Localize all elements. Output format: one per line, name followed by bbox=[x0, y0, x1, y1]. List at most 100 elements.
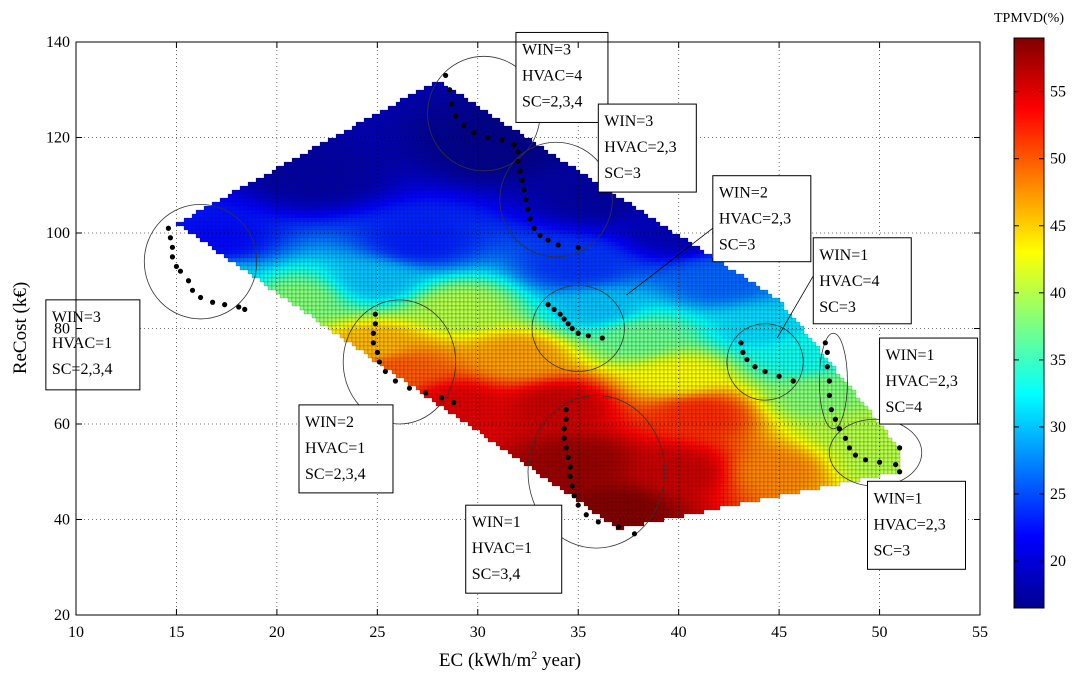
heatmap-cell bbox=[499, 253, 505, 259]
heatmap-cell bbox=[331, 225, 337, 231]
heatmap-cell bbox=[423, 261, 429, 267]
heatmap-cell bbox=[547, 177, 553, 183]
heatmap-cell bbox=[495, 121, 501, 127]
heatmap-cell bbox=[731, 273, 737, 279]
heatmap-cell bbox=[571, 165, 577, 171]
heatmap-cell bbox=[627, 249, 633, 255]
heatmap-cell bbox=[427, 185, 433, 191]
heatmap-cell bbox=[655, 277, 661, 283]
heatmap-cell bbox=[403, 161, 409, 167]
heatmap-cell bbox=[635, 261, 641, 267]
heatmap-cell bbox=[499, 241, 505, 247]
heatmap-cell bbox=[323, 281, 329, 287]
heatmap-cell bbox=[331, 141, 337, 147]
heatmap-cell bbox=[359, 197, 365, 203]
heatmap-cell bbox=[439, 285, 445, 291]
heatmap-cell bbox=[239, 237, 245, 243]
heatmap-cell bbox=[491, 121, 497, 127]
heatmap-cell bbox=[363, 149, 369, 155]
heatmap-cell bbox=[211, 217, 217, 223]
heatmap-cell bbox=[487, 161, 493, 167]
heatmap-cell bbox=[447, 297, 453, 303]
heatmap-cell bbox=[299, 273, 305, 279]
heatmap-cell bbox=[779, 309, 785, 315]
heatmap-cell bbox=[235, 253, 241, 259]
heatmap-cell bbox=[651, 265, 657, 271]
heatmap-cell bbox=[555, 169, 561, 175]
heatmap-cell bbox=[399, 281, 405, 287]
heatmap-cell bbox=[267, 249, 273, 255]
heatmap-cell bbox=[435, 185, 441, 191]
heatmap-cell bbox=[391, 205, 397, 211]
heatmap-cell bbox=[699, 277, 705, 283]
heatmap-cell bbox=[419, 285, 425, 291]
heatmap-cell bbox=[327, 253, 333, 259]
heatmap-cell bbox=[279, 213, 285, 219]
heatmap-cell bbox=[755, 297, 761, 303]
heatmap-cell bbox=[603, 297, 609, 303]
heatmap-cell bbox=[531, 185, 537, 191]
heatmap-cell bbox=[323, 285, 329, 291]
heatmap-cell bbox=[407, 137, 413, 143]
heatmap-cell bbox=[283, 221, 289, 227]
heatmap-cell bbox=[435, 293, 441, 299]
heatmap-cell bbox=[535, 265, 541, 271]
heatmap-cell bbox=[535, 193, 541, 199]
heatmap-cell bbox=[231, 237, 237, 243]
heatmap-cell bbox=[407, 149, 413, 155]
heatmap-cell bbox=[427, 145, 433, 151]
heatmap-cell bbox=[647, 261, 653, 267]
heatmap-cell bbox=[515, 213, 521, 219]
heatmap-cell bbox=[603, 233, 609, 239]
heatmap-cell bbox=[283, 201, 289, 207]
heatmap-cell bbox=[291, 265, 297, 271]
heatmap-cell bbox=[271, 269, 277, 275]
heatmap-cell bbox=[671, 269, 677, 275]
heatmap-cell bbox=[539, 181, 545, 187]
heatmap-cell bbox=[747, 297, 753, 303]
heatmap-cell bbox=[455, 305, 461, 311]
heatmap-cell bbox=[699, 301, 705, 307]
heatmap-cell bbox=[559, 173, 565, 179]
heatmap-cell bbox=[451, 109, 457, 115]
heatmap-cell bbox=[683, 249, 689, 255]
heatmap-cell bbox=[279, 221, 285, 227]
heatmap-cell bbox=[283, 173, 289, 179]
heatmap-cell bbox=[639, 289, 645, 295]
heatmap-cell bbox=[439, 193, 445, 199]
heatmap-cell bbox=[671, 265, 677, 271]
heatmap-cell bbox=[583, 273, 589, 279]
heatmap-cell bbox=[243, 213, 249, 219]
heatmap-cell bbox=[439, 289, 445, 295]
heatmap-cell bbox=[659, 281, 665, 287]
heatmap-cell bbox=[283, 273, 289, 279]
heatmap-cell bbox=[459, 129, 465, 135]
heatmap-cell bbox=[327, 213, 333, 219]
heatmap-cell bbox=[511, 225, 517, 231]
heatmap-cell bbox=[511, 273, 517, 279]
heatmap-cell bbox=[607, 201, 613, 207]
heatmap-cell bbox=[375, 201, 381, 207]
heatmap-cell bbox=[611, 225, 617, 231]
heatmap-cell bbox=[287, 249, 293, 255]
heatmap-cell bbox=[771, 309, 777, 315]
heatmap-cell bbox=[623, 297, 629, 303]
heatmap-cell bbox=[343, 273, 349, 279]
heatmap-cell bbox=[419, 221, 425, 227]
heatmap-cell bbox=[379, 145, 385, 151]
heatmap-cell bbox=[507, 157, 513, 163]
heatmap-cell bbox=[531, 257, 537, 263]
heatmap-cell bbox=[515, 129, 521, 135]
heatmap-cell bbox=[699, 297, 705, 303]
heatmap-cell bbox=[535, 313, 541, 319]
heatmap-cell bbox=[411, 97, 417, 103]
heatmap-cell bbox=[579, 269, 585, 275]
heatmap-cell bbox=[291, 205, 297, 211]
heatmap-cell bbox=[431, 233, 437, 239]
heatmap-cell bbox=[495, 253, 501, 259]
heatmap-cell bbox=[347, 265, 353, 271]
heatmap-cell bbox=[391, 257, 397, 263]
heatmap-cell bbox=[219, 249, 225, 255]
heatmap-cell bbox=[615, 233, 621, 239]
heatmap-cell bbox=[395, 261, 401, 267]
